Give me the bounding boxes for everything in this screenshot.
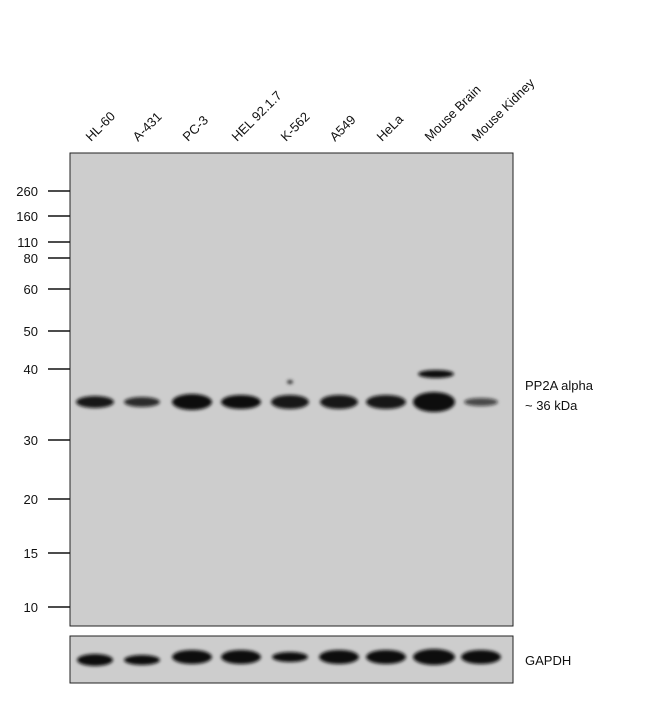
band — [320, 395, 358, 409]
loading-control-label: GAPDH — [525, 653, 571, 668]
marker-label: 60 — [24, 282, 38, 297]
band — [271, 395, 309, 409]
marker-label: 110 — [17, 235, 38, 250]
band — [413, 392, 455, 412]
band — [418, 370, 454, 378]
marker-label: 260 — [16, 184, 38, 199]
band — [272, 652, 308, 662]
marker-label: 30 — [24, 433, 38, 448]
band — [464, 398, 498, 406]
band — [221, 395, 261, 409]
marker-label: 10 — [24, 600, 38, 615]
lane-label: Mouse Kidney — [469, 75, 538, 144]
marker-label: 20 — [24, 492, 38, 507]
band — [221, 650, 261, 664]
marker-label: 160 — [16, 209, 38, 224]
lane-label: K-562 — [278, 109, 313, 144]
band — [461, 650, 501, 664]
main-blot — [69, 152, 514, 627]
band — [124, 397, 160, 407]
band — [366, 395, 406, 409]
band — [366, 650, 406, 664]
band — [76, 396, 114, 408]
lane-label: HEL 92.1.7 — [229, 88, 285, 144]
marker-label: 50 — [24, 324, 38, 339]
lane-label: PC-3 — [180, 113, 212, 145]
lane-label: HL-60 — [83, 108, 119, 144]
band — [319, 650, 359, 664]
bands — [76, 370, 501, 666]
marker-label: 80 — [24, 251, 38, 266]
target-size: ~ 36 kDa — [525, 398, 578, 413]
band — [172, 394, 212, 410]
target-name: PP2A alpha — [525, 378, 594, 393]
band — [287, 380, 293, 384]
band — [77, 654, 113, 666]
marker-label: 40 — [24, 362, 38, 377]
band — [172, 650, 212, 664]
lane-label: A-431 — [130, 109, 165, 144]
lane-label: A549 — [327, 112, 359, 144]
band — [124, 655, 160, 665]
band — [413, 649, 455, 665]
marker-label: 15 — [24, 546, 38, 561]
lane-label: HeLa — [374, 111, 407, 144]
